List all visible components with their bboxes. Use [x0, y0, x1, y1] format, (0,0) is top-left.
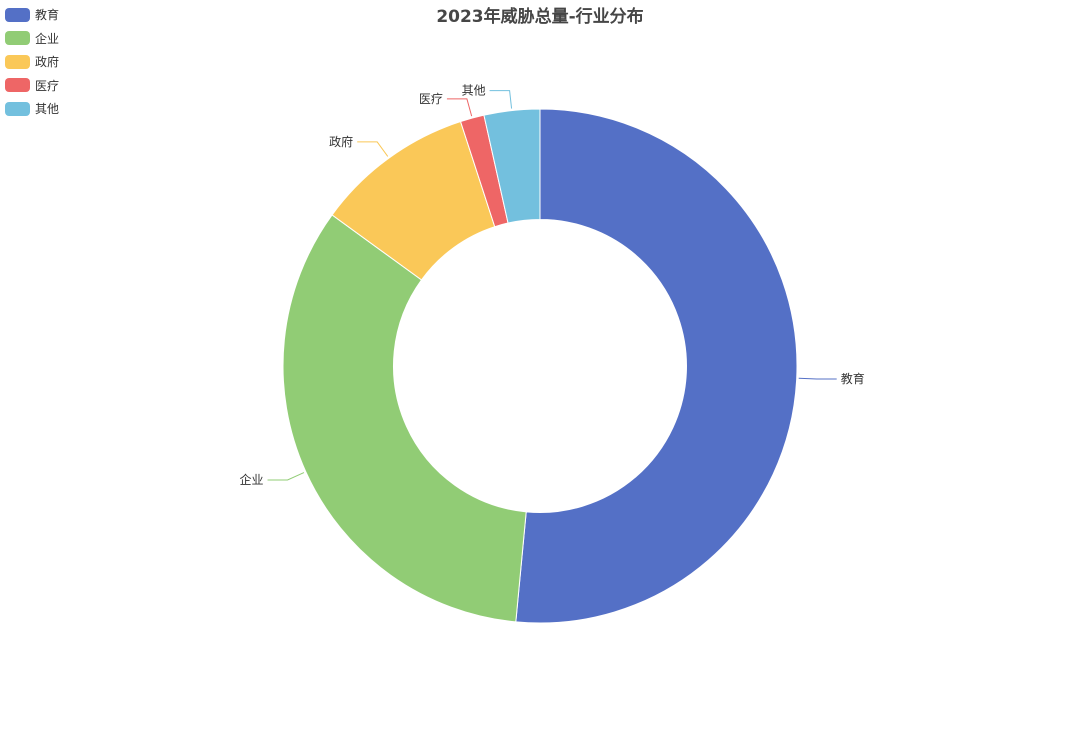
chart-legend: 教育企业政府医疗其他 — [5, 3, 59, 121]
slice-label: 教育 — [841, 371, 865, 386]
label-line — [798, 377, 837, 380]
pie-slice[interactable] — [515, 108, 798, 624]
legend-swatch — [5, 78, 30, 93]
chart-title: 2023年威胁总量-行业分布 — [436, 7, 644, 27]
legend-label: 企业 — [35, 31, 60, 46]
label-line — [489, 90, 513, 109]
label-line — [446, 98, 473, 117]
label-line — [357, 141, 389, 157]
legend-swatch — [5, 7, 30, 22]
pie-slice[interactable] — [483, 108, 541, 224]
slice-label: 企业 — [240, 472, 264, 487]
label-line — [267, 472, 305, 481]
legend-item[interactable]: 医疗 — [5, 74, 59, 98]
legend-label: 其他 — [35, 102, 60, 117]
legend-label: 医疗 — [35, 78, 60, 93]
pie-slice[interactable] — [282, 214, 527, 623]
slice-label: 政府 — [329, 134, 353, 149]
legend-label: 教育 — [35, 8, 60, 23]
legend-item[interactable]: 其他 — [5, 97, 59, 121]
slice-label: 医疗 — [419, 92, 443, 106]
legend-swatch — [5, 31, 30, 46]
legend-swatch — [5, 101, 30, 116]
legend-swatch — [5, 54, 30, 69]
legend-label: 政府 — [35, 55, 60, 70]
legend-item[interactable]: 教育 — [5, 3, 59, 27]
legend-item[interactable]: 企业 — [5, 27, 59, 51]
slice-label: 其他 — [462, 84, 486, 98]
legend-item[interactable]: 政府 — [5, 50, 59, 74]
